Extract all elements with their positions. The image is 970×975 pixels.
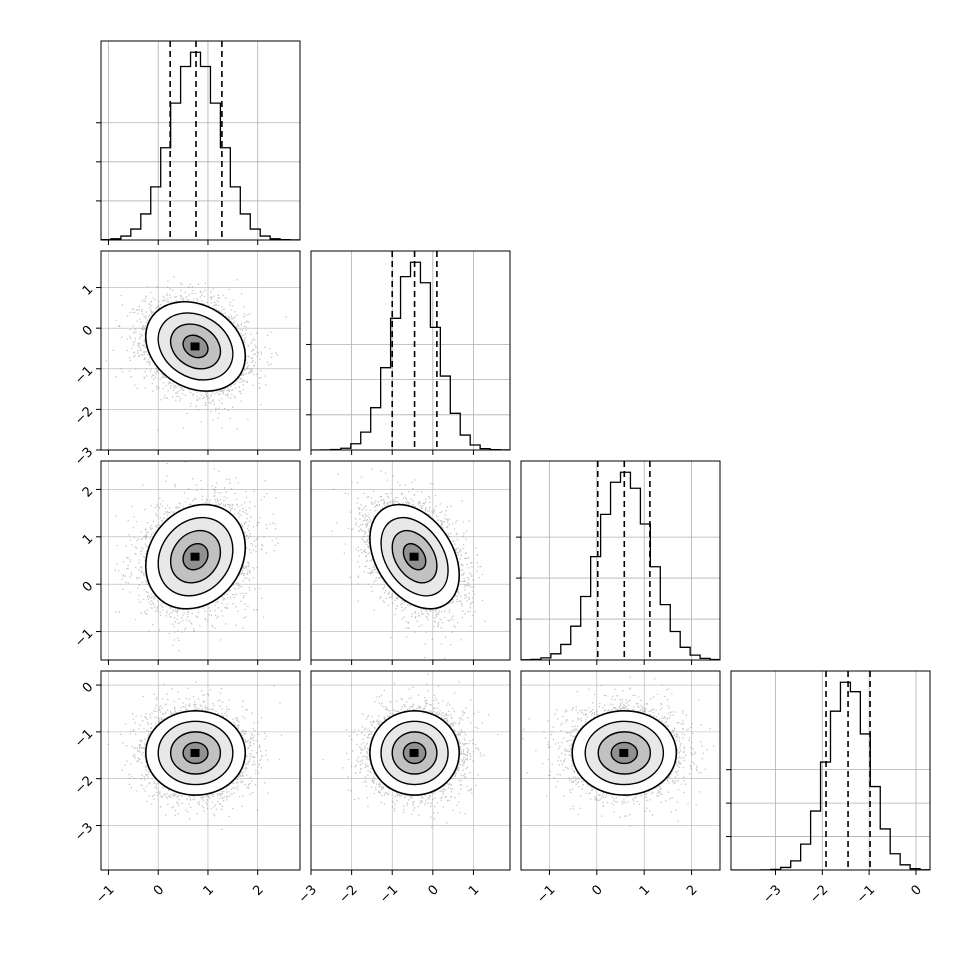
panel-3-2: −1 0 1 2 bbox=[520, 670, 721, 907]
y-tick-label: −2 bbox=[72, 773, 96, 797]
y-tick-label: 0 bbox=[80, 680, 96, 696]
x-tick-label: 0 bbox=[151, 882, 167, 898]
panel-frame bbox=[520, 670, 721, 871]
x-tick-label: 2 bbox=[684, 882, 700, 898]
histogram-step bbox=[731, 681, 930, 870]
y-tick-label: 0 bbox=[80, 323, 96, 339]
panel-frame bbox=[100, 40, 301, 241]
panel-frame bbox=[730, 670, 931, 871]
density-peak bbox=[190, 748, 200, 757]
panel-content bbox=[311, 461, 510, 660]
panel-frame bbox=[100, 670, 301, 871]
x-tick-label: −1 bbox=[377, 882, 401, 906]
density-peak bbox=[409, 748, 419, 757]
histogram-step bbox=[521, 471, 720, 660]
y-tick-label: −3 bbox=[72, 445, 96, 469]
density-peak bbox=[190, 552, 200, 561]
x-tick-label: 1 bbox=[466, 882, 482, 898]
density-peak bbox=[190, 342, 200, 351]
density-peak bbox=[409, 552, 419, 561]
panel-2-0: −1 0 1 2 bbox=[72, 460, 301, 665]
panel-3-0: −3 −2 −1 0 −1 0 1 2 bbox=[72, 670, 301, 907]
panel-frame bbox=[310, 250, 511, 451]
x-tick-label: −3 bbox=[296, 882, 320, 906]
panel-content bbox=[521, 671, 720, 870]
x-tick-label: 0 bbox=[589, 882, 605, 898]
panel-1-1 bbox=[306, 250, 511, 455]
y-tick-label: −3 bbox=[72, 820, 96, 844]
panel-2-1 bbox=[310, 460, 511, 665]
x-tick-label: 0 bbox=[909, 882, 925, 898]
x-tick-label: −1 bbox=[534, 882, 558, 906]
panel-2-2 bbox=[516, 460, 721, 665]
y-tick-label: −1 bbox=[72, 727, 96, 751]
panel-3-3: −3 −2 −1 0 bbox=[726, 670, 931, 907]
panel-frame bbox=[520, 460, 721, 661]
x-tick-label: 2 bbox=[250, 882, 266, 898]
y-tick-label: 2 bbox=[80, 484, 96, 500]
panel-1-0: −3 −2 −1 0 1 bbox=[72, 250, 301, 469]
panel-frame bbox=[100, 460, 301, 661]
panel-frame bbox=[310, 670, 511, 871]
x-tick-label: −2 bbox=[807, 882, 831, 906]
panel-content bbox=[101, 41, 300, 240]
y-tick-label: −2 bbox=[72, 404, 96, 428]
histogram-step bbox=[101, 51, 300, 240]
panel-content bbox=[521, 461, 720, 660]
panel-frame bbox=[100, 250, 301, 451]
panel-content bbox=[311, 251, 510, 450]
panel-content bbox=[101, 671, 300, 870]
panel-0-0 bbox=[96, 40, 301, 245]
panel-frame bbox=[310, 460, 511, 661]
panel-3-1: −3 −2 −1 0 1 bbox=[296, 670, 511, 907]
x-tick-label: −3 bbox=[760, 882, 784, 906]
x-tick-label: 0 bbox=[425, 882, 441, 898]
y-tick-label: −1 bbox=[72, 363, 96, 387]
panel-content bbox=[311, 671, 510, 870]
panel-content bbox=[101, 461, 300, 660]
x-tick-label: −1 bbox=[854, 882, 878, 906]
y-tick-label: 1 bbox=[80, 282, 96, 298]
y-tick-label: 1 bbox=[80, 532, 96, 548]
x-tick-label: −2 bbox=[336, 882, 360, 906]
density-peak bbox=[619, 748, 629, 757]
y-tick-label: −1 bbox=[72, 626, 96, 650]
panel-content bbox=[101, 251, 300, 450]
x-tick-label: 1 bbox=[201, 882, 217, 898]
x-tick-label: 1 bbox=[637, 882, 653, 898]
histogram-step bbox=[311, 261, 510, 450]
x-tick-label: −1 bbox=[93, 882, 117, 906]
panel-content bbox=[731, 671, 930, 870]
y-tick-label: 0 bbox=[80, 579, 96, 595]
